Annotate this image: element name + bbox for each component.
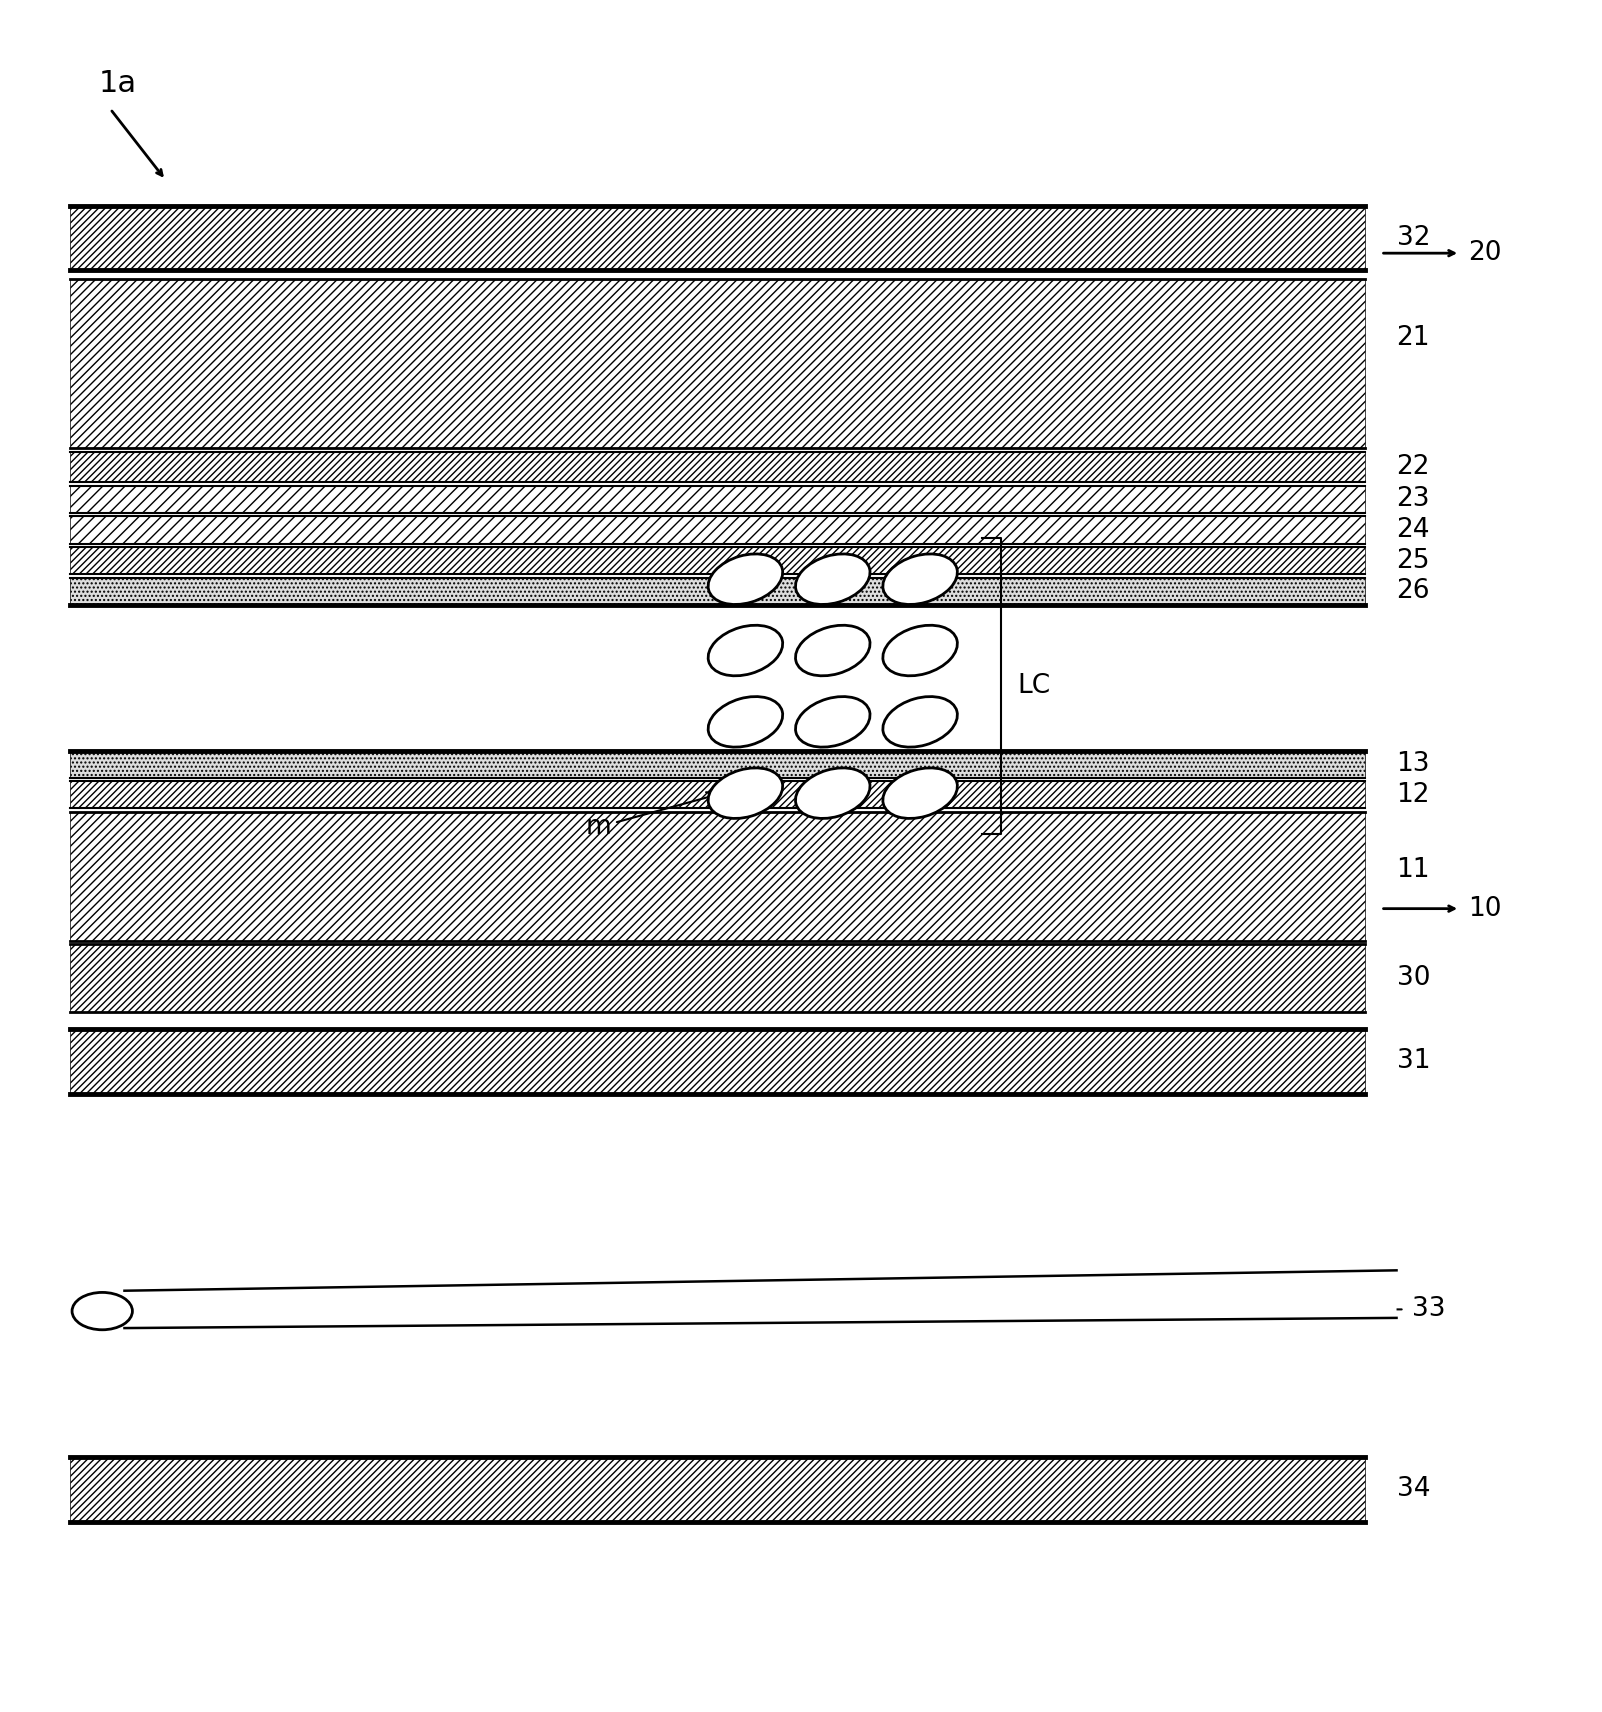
Text: 13: 13 bbox=[1397, 752, 1431, 777]
Text: 33: 33 bbox=[1413, 1296, 1447, 1322]
Bar bbox=[70, 279, 1365, 449]
Text: 11: 11 bbox=[1397, 858, 1431, 883]
Text: 31: 31 bbox=[1397, 1048, 1431, 1075]
Text: 32: 32 bbox=[1397, 224, 1431, 252]
Ellipse shape bbox=[796, 769, 870, 818]
Text: 20: 20 bbox=[1467, 240, 1501, 265]
Ellipse shape bbox=[796, 697, 870, 746]
Ellipse shape bbox=[72, 1293, 133, 1330]
Text: 21: 21 bbox=[1397, 325, 1431, 351]
Polygon shape bbox=[125, 1270, 1397, 1329]
Ellipse shape bbox=[708, 697, 783, 746]
Ellipse shape bbox=[708, 769, 783, 818]
Text: 34: 34 bbox=[1397, 1476, 1431, 1503]
Ellipse shape bbox=[883, 697, 958, 746]
Text: 1a: 1a bbox=[99, 68, 138, 98]
Text: 10: 10 bbox=[1467, 895, 1501, 921]
Text: 26: 26 bbox=[1397, 579, 1431, 604]
Bar bbox=[70, 546, 1365, 574]
Text: 30: 30 bbox=[1397, 966, 1431, 991]
Bar bbox=[70, 205, 1365, 270]
Bar bbox=[70, 1029, 1365, 1094]
Ellipse shape bbox=[796, 625, 870, 676]
Text: 25: 25 bbox=[1397, 548, 1431, 574]
Text: 12: 12 bbox=[1397, 782, 1431, 808]
Bar bbox=[70, 945, 1365, 1012]
Ellipse shape bbox=[796, 555, 870, 604]
Ellipse shape bbox=[883, 625, 958, 676]
Text: 22: 22 bbox=[1397, 454, 1431, 479]
Text: 23: 23 bbox=[1397, 486, 1431, 512]
Bar bbox=[70, 781, 1365, 808]
Text: LC: LC bbox=[1017, 673, 1049, 698]
Bar bbox=[70, 811, 1365, 942]
Bar bbox=[70, 452, 1365, 483]
Ellipse shape bbox=[883, 769, 958, 818]
Bar bbox=[70, 486, 1365, 514]
Bar bbox=[70, 1457, 1365, 1522]
Bar bbox=[70, 752, 1365, 777]
Text: 24: 24 bbox=[1397, 517, 1431, 543]
Ellipse shape bbox=[883, 555, 958, 604]
Ellipse shape bbox=[708, 555, 783, 604]
Bar bbox=[70, 517, 1365, 543]
Ellipse shape bbox=[708, 625, 783, 676]
Bar bbox=[70, 577, 1365, 604]
Text: m: m bbox=[586, 793, 718, 841]
